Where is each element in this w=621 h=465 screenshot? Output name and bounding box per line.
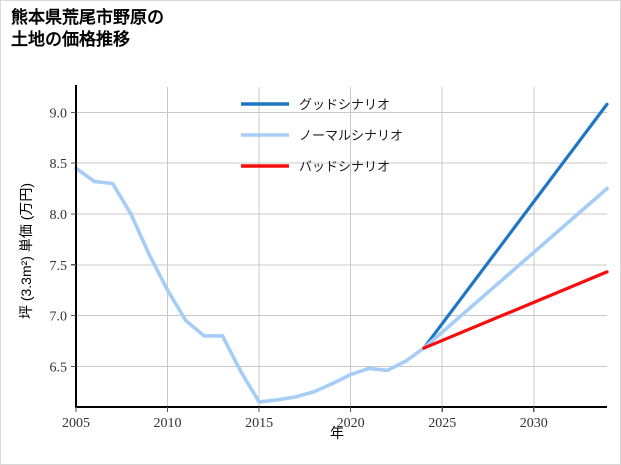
y-tick-label: 8.0 [50,208,68,223]
x-tick-labels: 2005 2010 2015 2020 2025 2030 [62,416,548,431]
y-tick-label: 6.5 [50,360,68,375]
y-tick-label: 8.5 [50,157,68,172]
legend-entry: ノーマルシナリオ [241,128,403,143]
x-tick-label: 2020 [337,416,365,431]
x-tick-label: 2030 [520,416,548,431]
legend-entry: グッドシナリオ [241,97,390,112]
x-tick-label: 2015 [245,416,273,431]
series-line-good [422,102,609,350]
axis-spines [74,85,607,409]
chart-title: 熊本県荒尾市野原の 土地の価格推移 [11,8,164,50]
series-line-history [74,166,426,404]
series-lines [74,102,609,404]
series-line-normal [422,186,609,350]
legend-label: グッドシナリオ [299,97,390,112]
y-tick-labels: 6.5 7.0 7.5 8.0 8.5 9.0 [50,106,68,375]
y-axis-label: 坪 (3.3m²) 単価 (万円) [18,183,34,319]
axis-ticks [71,111,535,412]
legend-label: バッドシナリオ [299,159,390,174]
y-tick-label: 9.0 [50,106,68,121]
x-axis-label: 年 [330,425,344,441]
y-tick-label: 7.5 [50,259,68,274]
y-gridlines [76,111,607,367]
legend-entry: バッドシナリオ [241,159,390,174]
y-tick-label: 7.0 [50,310,68,325]
series-line-bad [422,270,609,350]
x-tick-label: 2010 [154,416,182,431]
legend-label: ノーマルシナリオ [299,128,403,143]
x-tick-label: 2005 [62,416,90,431]
x-tick-label: 2025 [428,416,456,431]
